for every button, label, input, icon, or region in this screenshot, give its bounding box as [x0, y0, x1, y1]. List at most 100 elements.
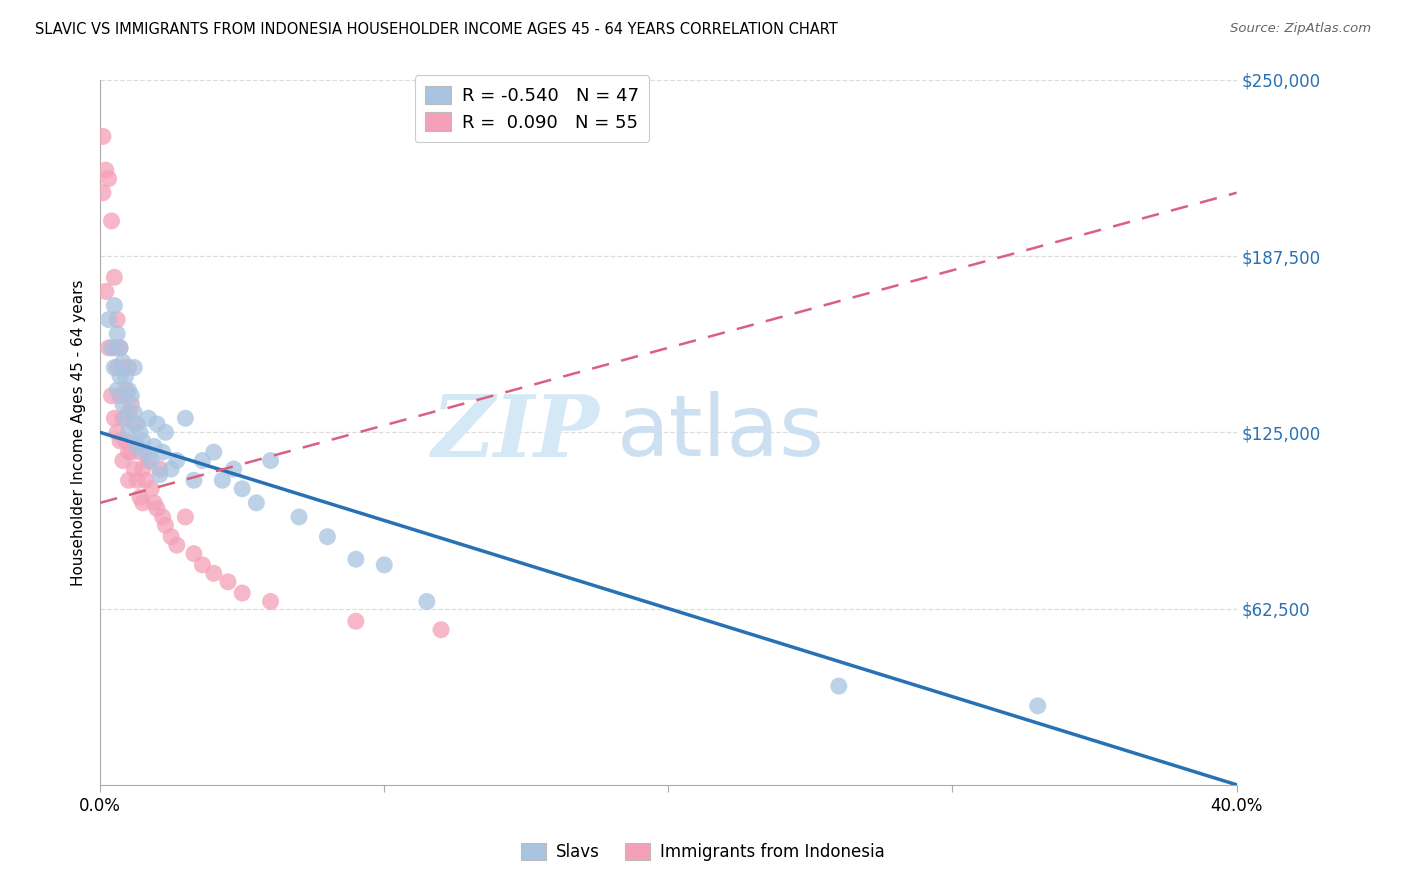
Point	[105, 312, 128, 326]
Point	[149, 462, 172, 476]
Point	[191, 453, 214, 467]
Point	[114, 411, 136, 425]
Point	[111, 411, 134, 425]
Point	[103, 270, 125, 285]
Point	[94, 285, 117, 299]
Point	[125, 473, 148, 487]
Point	[217, 574, 239, 589]
Point	[211, 473, 233, 487]
Point	[111, 397, 134, 411]
Point	[117, 406, 139, 420]
Point	[135, 445, 157, 459]
Point	[344, 552, 367, 566]
Point	[122, 360, 145, 375]
Point	[430, 623, 453, 637]
Point	[146, 417, 169, 431]
Point	[138, 411, 160, 425]
Point	[97, 171, 120, 186]
Point	[117, 425, 139, 440]
Point	[231, 482, 253, 496]
Point	[91, 186, 114, 200]
Point	[103, 360, 125, 375]
Point	[129, 490, 152, 504]
Point	[105, 425, 128, 440]
Point	[117, 360, 139, 375]
Point	[141, 453, 163, 467]
Point	[100, 389, 122, 403]
Point	[120, 397, 142, 411]
Point	[152, 510, 174, 524]
Text: atlas: atlas	[617, 391, 825, 474]
Point	[1026, 698, 1049, 713]
Point	[166, 453, 188, 467]
Point	[108, 341, 131, 355]
Point	[100, 214, 122, 228]
Point	[183, 547, 205, 561]
Point	[416, 594, 439, 608]
Point	[125, 440, 148, 454]
Point	[288, 510, 311, 524]
Point	[231, 586, 253, 600]
Text: Source: ZipAtlas.com: Source: ZipAtlas.com	[1230, 22, 1371, 36]
Point	[100, 341, 122, 355]
Point	[94, 163, 117, 178]
Point	[108, 434, 131, 448]
Point	[141, 482, 163, 496]
Point	[114, 434, 136, 448]
Point	[373, 558, 395, 572]
Point	[97, 312, 120, 326]
Point	[149, 467, 172, 482]
Point	[105, 383, 128, 397]
Point	[117, 473, 139, 487]
Point	[138, 453, 160, 467]
Point	[117, 445, 139, 459]
Point	[108, 341, 131, 355]
Point	[91, 129, 114, 144]
Point	[120, 389, 142, 403]
Y-axis label: Householder Income Ages 45 - 64 years: Householder Income Ages 45 - 64 years	[72, 279, 86, 586]
Point	[160, 530, 183, 544]
Point	[120, 445, 142, 459]
Point	[344, 614, 367, 628]
Point	[132, 434, 155, 448]
Text: SLAVIC VS IMMIGRANTS FROM INDONESIA HOUSEHOLDER INCOME AGES 45 - 64 YEARS CORREL: SLAVIC VS IMMIGRANTS FROM INDONESIA HOUS…	[35, 22, 838, 37]
Point	[132, 462, 155, 476]
Point	[122, 406, 145, 420]
Point	[152, 445, 174, 459]
Point	[259, 594, 281, 608]
Legend: R = -0.540   N = 47, R =  0.090   N = 55: R = -0.540 N = 47, R = 0.090 N = 55	[415, 75, 650, 143]
Point	[174, 510, 197, 524]
Point	[105, 326, 128, 341]
Point	[828, 679, 851, 693]
Point	[111, 355, 134, 369]
Point	[129, 425, 152, 440]
Point	[105, 360, 128, 375]
Point	[146, 501, 169, 516]
Legend: Slavs, Immigrants from Indonesia: Slavs, Immigrants from Indonesia	[515, 836, 891, 868]
Point	[316, 530, 339, 544]
Point	[160, 462, 183, 476]
Point	[122, 417, 145, 431]
Point	[191, 558, 214, 572]
Point	[202, 566, 225, 581]
Point	[114, 383, 136, 397]
Point	[155, 425, 177, 440]
Point	[108, 389, 131, 403]
Point	[202, 445, 225, 459]
Text: ZIP: ZIP	[432, 391, 600, 475]
Point	[103, 411, 125, 425]
Point	[122, 462, 145, 476]
Point	[132, 496, 155, 510]
Point	[103, 298, 125, 312]
Point	[114, 369, 136, 384]
Point	[111, 453, 134, 467]
Point	[143, 440, 166, 454]
Point	[245, 496, 267, 510]
Point	[117, 383, 139, 397]
Point	[108, 369, 131, 384]
Point	[143, 496, 166, 510]
Point	[125, 440, 148, 454]
Point	[174, 411, 197, 425]
Point	[97, 341, 120, 355]
Point	[103, 341, 125, 355]
